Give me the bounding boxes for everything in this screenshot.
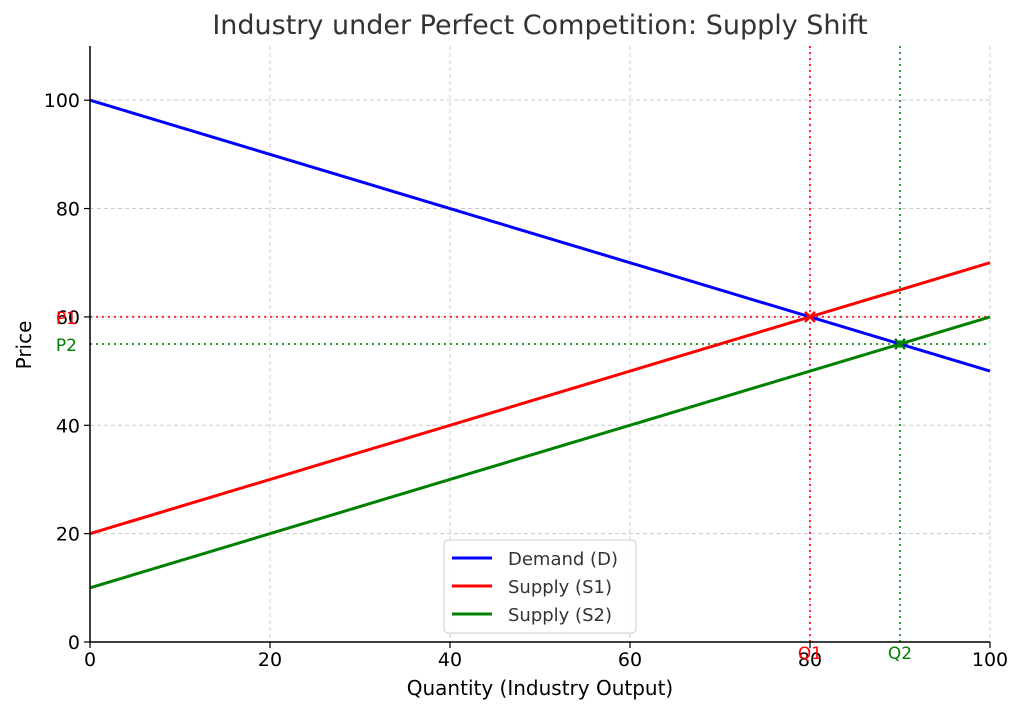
x-axis-label: Quantity (Industry Output) [407, 676, 673, 700]
series-line-3 [89, 315, 991, 590]
x-tick-label: 40 [438, 649, 462, 671]
y-tick-label: 60 [56, 307, 80, 329]
equilibrium-marker [894, 338, 906, 350]
equilibrium-marker [804, 311, 816, 323]
series-line-1 [89, 98, 991, 373]
x-tick-label: 20 [258, 649, 282, 671]
y-axis-label: Price [12, 321, 36, 370]
chart-title: Industry under Perfect Competition: Supp… [212, 10, 867, 41]
y-tick-label: 20 [56, 524, 80, 546]
y-tick-label: 0 [68, 632, 80, 654]
equilibrium-labels: P1 Q1 P2 Q2 [56, 309, 912, 664]
equilibrium-markers [804, 311, 906, 350]
tick-labels: 0 20 40 60 80 100 0 20 40 60 80 100 [44, 90, 1008, 671]
legend-box [443, 539, 637, 634]
quantity-label: Q2 [888, 644, 912, 664]
y-tick-label: 80 [56, 199, 80, 221]
marker-stroke [894, 338, 906, 350]
x-tick-label: 60 [618, 649, 642, 671]
x-tick-label: 80 [798, 649, 822, 671]
legend-entry: Supply (S1) [508, 577, 612, 598]
legend-entry: Supply (S2) [508, 605, 612, 626]
axes [84, 46, 991, 648]
legend-entry: Demand (D) [508, 549, 618, 570]
legend: Demand (D) Supply (S1) Supply (S2) [443, 539, 637, 634]
x-tick-label: 100 [972, 649, 1008, 671]
series-lines [89, 98, 991, 590]
y-tick-label: 100 [44, 90, 80, 112]
marker-stroke [804, 311, 816, 323]
price-label: P1 [56, 309, 77, 329]
price-label: P2 [56, 336, 77, 356]
y-tick-label: 40 [56, 415, 80, 437]
equilibrium-guides [90, 46, 990, 642]
x-tick-label: 0 [84, 649, 96, 671]
quantity-label: Q1 [798, 644, 822, 664]
series-line-2 [89, 261, 991, 536]
